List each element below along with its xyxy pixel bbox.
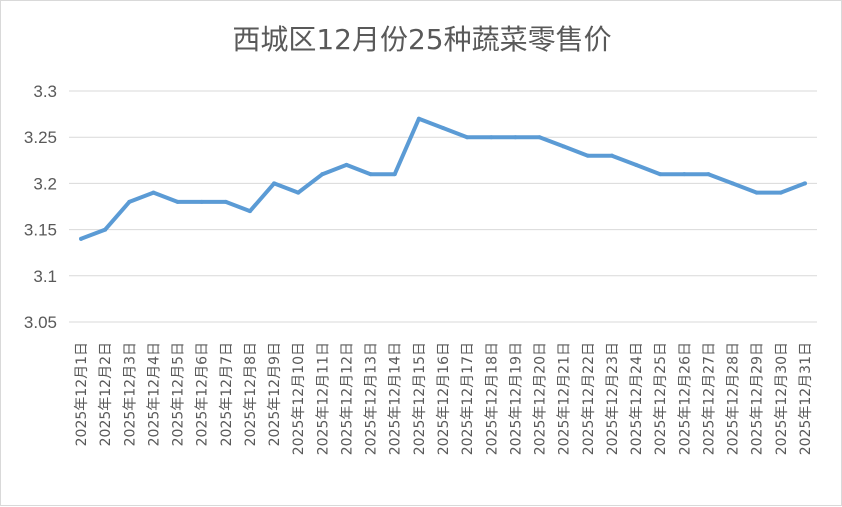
x-tick-label: 2025年12月31日 — [798, 342, 814, 455]
data-point — [223, 199, 228, 204]
x-tick-label: 2025年12月26日 — [677, 342, 693, 455]
x-tick-label: 2025年12月3日 — [122, 342, 138, 446]
x-tick-label: 2025年12月27日 — [701, 342, 717, 455]
x-tick-label: 2025年12月8日 — [243, 342, 259, 446]
x-tick-label: 2025年12月19日 — [508, 342, 524, 455]
y-tick-label: 3.2 — [33, 174, 57, 193]
data-point — [344, 162, 349, 167]
data-point — [489, 135, 494, 140]
x-tick-label: 2025年12月4日 — [146, 342, 162, 446]
y-tick-label: 3.1 — [33, 267, 57, 286]
y-axis-ticks: 3.05 3.1 3.15 3.2 3.25 3.3 — [24, 82, 57, 332]
data-point — [392, 172, 397, 177]
x-tick-label: 2025年12月28日 — [726, 342, 742, 455]
data-point — [658, 172, 663, 177]
x-tick-label: 2025年12月23日 — [605, 342, 621, 455]
x-tick-label: 2025年12月14日 — [388, 342, 404, 455]
data-point — [537, 135, 542, 140]
data-point — [585, 153, 590, 158]
x-tick-label: 2025年12月9日 — [267, 342, 283, 446]
x-tick-label: 2025年12月2日 — [98, 342, 114, 446]
y-tick-label: 3.05 — [24, 313, 57, 332]
data-point — [706, 172, 711, 177]
data-point — [802, 181, 807, 186]
data-point — [730, 181, 735, 186]
x-tick-label: 2025年12月25日 — [653, 342, 669, 455]
x-tick-label: 2025年12月21日 — [557, 342, 573, 455]
x-tick-label: 2025年12月5日 — [171, 342, 187, 446]
x-tick-label: 2025年12月18日 — [484, 342, 500, 455]
data-point — [416, 116, 421, 121]
data-point — [513, 135, 518, 140]
data-point — [634, 162, 639, 167]
data-point — [441, 125, 445, 130]
data-point — [561, 144, 566, 149]
x-tick-label: 2025年12月29日 — [750, 342, 766, 455]
data-point — [682, 172, 687, 177]
data-point — [754, 190, 759, 195]
data-point — [79, 236, 84, 241]
x-tick-label: 2025年12月13日 — [364, 342, 380, 455]
data-point — [368, 172, 373, 177]
series-layer — [79, 116, 807, 241]
y-tick-label: 3.3 — [33, 82, 57, 101]
x-tick-label: 2025年12月10日 — [291, 342, 307, 455]
x-tick-label: 2025年12月30日 — [774, 342, 790, 455]
y-tick-label: 3.15 — [24, 221, 57, 240]
x-tick-label: 2025年12月16日 — [436, 342, 452, 455]
x-tick-label: 2025年12月20日 — [533, 342, 549, 455]
data-point — [778, 190, 783, 195]
data-point — [103, 227, 108, 232]
x-tick-label: 2025年12月24日 — [629, 342, 645, 455]
data-point — [127, 199, 132, 204]
x-axis-ticks: 2025年12月1日 2025年12月2日 2025年12月3日 2025年12月4日… — [74, 342, 814, 455]
data-point — [272, 181, 277, 186]
x-tick-label: 2025年12月6日 — [195, 342, 211, 446]
x-tick-label: 2025年12月7日 — [219, 342, 235, 446]
x-tick-label: 2025年12月11日 — [315, 342, 331, 455]
x-tick-label: 2025年12月1日 — [74, 342, 90, 446]
data-point — [609, 153, 614, 158]
data-point — [247, 209, 252, 214]
data-point — [296, 190, 301, 195]
data-point — [320, 172, 325, 177]
data-point — [151, 190, 156, 195]
x-tick-label: 2025年12月15日 — [412, 342, 428, 455]
data-point — [175, 199, 180, 204]
grid-lines — [69, 90, 817, 323]
data-point — [465, 135, 470, 140]
chart-title: 西城区12月份25种蔬菜零售价 — [232, 23, 611, 56]
data-point — [199, 199, 204, 204]
x-tick-label: 2025年12月22日 — [581, 342, 597, 455]
x-tick-label: 2025年12月12日 — [339, 342, 355, 455]
x-tick-label: 2025年12月17日 — [460, 342, 476, 455]
y-tick-label: 3.25 — [24, 128, 57, 147]
